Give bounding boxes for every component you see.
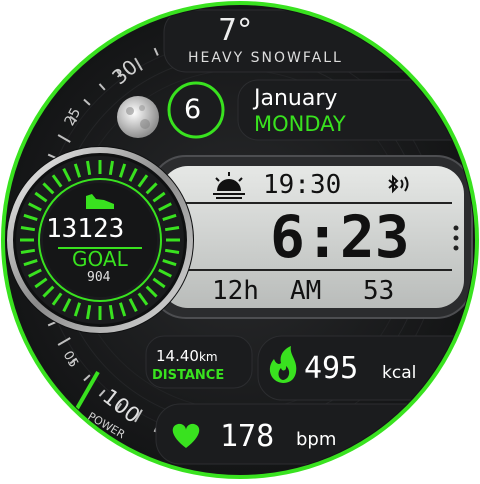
bluetooth-icon	[388, 174, 409, 194]
month-panel	[237, 79, 474, 141]
month: January	[254, 86, 338, 111]
power-needle	[73, 371, 100, 413]
sunrise-time: 19:30	[263, 170, 342, 200]
distance-label: DISTANCE	[152, 368, 225, 383]
calories-value: 495	[304, 351, 359, 386]
calories-unit: kcal	[382, 363, 417, 383]
flame-icon	[269, 346, 297, 383]
goal-value: 904	[87, 270, 111, 285]
sunrise-icon	[213, 172, 245, 199]
moon-phase-icon	[117, 96, 159, 138]
day-badge	[167, 81, 225, 139]
steps-gauge	[6, 146, 194, 334]
time-lcd	[160, 166, 464, 308]
heart-icon	[172, 423, 200, 448]
time-ampm: AM	[290, 276, 322, 306]
goal-label: GOAL	[72, 247, 128, 271]
shoe-icon	[86, 194, 114, 209]
distance-panel	[145, 335, 253, 389]
time-seconds: 53	[363, 276, 395, 306]
distance-number: 14.40	[156, 347, 199, 365]
heart-rate-value: 178	[220, 419, 275, 454]
main-time: 6:23	[270, 203, 410, 271]
heart-rate-unit: bpm	[296, 429, 337, 450]
distance-unit: km	[198, 350, 218, 364]
day-number: 6	[184, 94, 202, 125]
weather-condition: HEAVY SNOWFALL	[188, 50, 343, 66]
time-format: 12h	[212, 276, 259, 306]
weekday: MONDAY	[254, 112, 346, 136]
distance-value: 14.40km	[156, 349, 218, 364]
temperature: 7°	[218, 13, 253, 48]
step-count: 13123	[46, 214, 125, 244]
